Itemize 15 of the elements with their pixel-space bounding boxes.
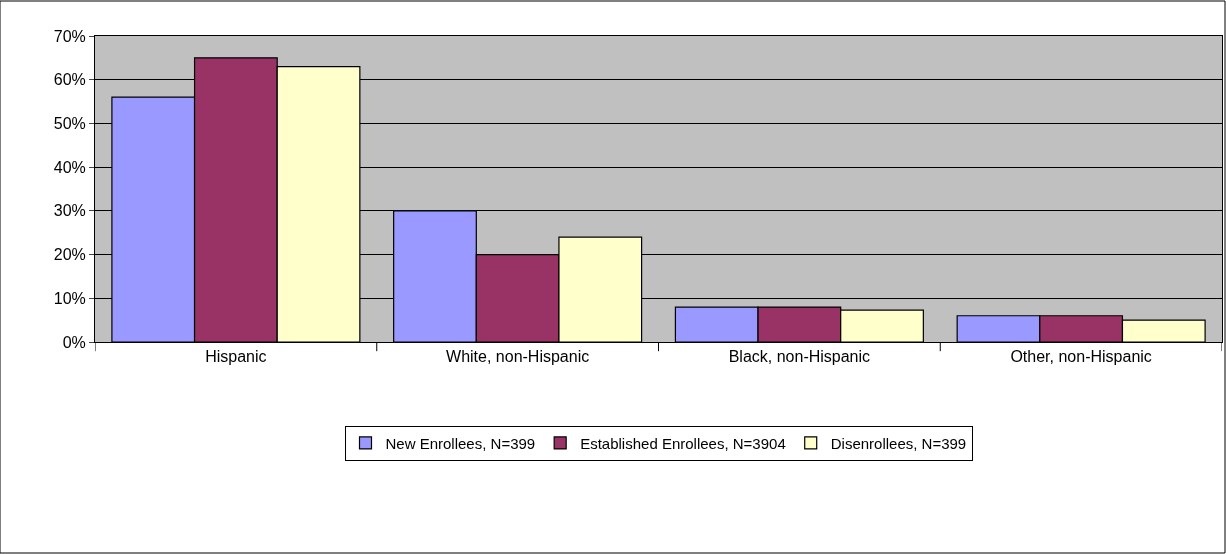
- y-tick-label: 0%: [62, 333, 86, 351]
- y-tick-label: 50%: [53, 115, 86, 133]
- x-tick-label: White, non-Hispanic: [446, 348, 590, 366]
- x-tick-label: Hispanic: [205, 348, 267, 366]
- legend-label: Established Enrollees, N=3904: [580, 434, 786, 452]
- x-tick-label: Black, non-Hispanic: [728, 348, 871, 366]
- legend-label: Disenrollees, N=399: [830, 434, 967, 452]
- y-tick-label: 60%: [53, 71, 86, 89]
- legend-label: New Enrollees, N=399: [385, 434, 536, 452]
- y-tick-label: 70%: [53, 27, 86, 45]
- y-tick-label: 30%: [53, 202, 86, 220]
- y-tick-label: 40%: [53, 158, 86, 176]
- x-tick-label: Other, non-Hispanic: [1010, 348, 1152, 366]
- y-tick-label: 20%: [53, 246, 86, 264]
- y-tick-label: 10%: [53, 289, 86, 307]
